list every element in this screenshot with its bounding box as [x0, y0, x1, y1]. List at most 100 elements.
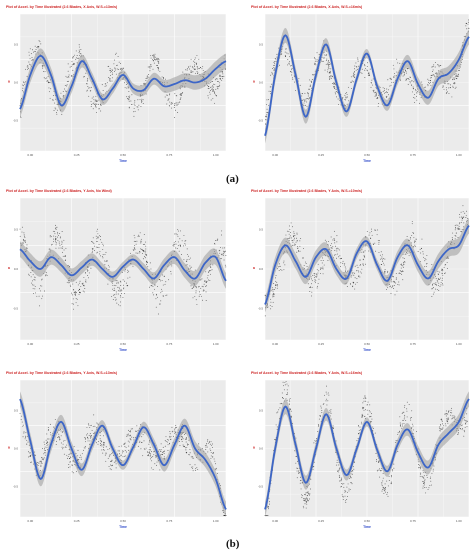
y-axis-label: a — [253, 266, 255, 270]
data-point — [86, 83, 88, 85]
data-point — [308, 88, 310, 90]
data-point — [314, 280, 316, 282]
data-point — [182, 444, 184, 446]
data-point — [94, 245, 96, 247]
data-point — [88, 87, 90, 89]
data-point — [361, 421, 362, 423]
data-point — [305, 497, 307, 499]
data-point — [92, 241, 94, 243]
data-point — [356, 68, 358, 70]
data-point — [328, 65, 330, 67]
data-point — [431, 74, 433, 76]
data-point — [329, 64, 330, 65]
data-point — [62, 431, 64, 433]
data-point — [71, 61, 73, 63]
data-point — [377, 105, 379, 107]
data-point — [137, 445, 139, 447]
data-point — [461, 424, 463, 426]
data-point — [440, 277, 442, 279]
data-point — [354, 76, 356, 78]
data-point — [31, 284, 33, 286]
data-point — [310, 478, 312, 480]
data-point — [421, 247, 422, 249]
data-point — [431, 284, 433, 286]
data-point — [122, 450, 124, 452]
data-point — [208, 86, 210, 88]
data-point — [275, 60, 277, 62]
data-point — [264, 315, 266, 317]
data-point — [182, 245, 184, 247]
data-point — [281, 53, 283, 55]
data-point — [110, 71, 112, 73]
x-tick-label: 0.50 — [120, 519, 126, 523]
data-point — [89, 87, 91, 89]
data-point — [206, 440, 208, 442]
data-point — [326, 71, 328, 73]
data-point — [219, 84, 221, 86]
data-point — [277, 285, 278, 287]
data-point — [344, 94, 346, 96]
data-point — [65, 259, 67, 261]
data-point — [278, 270, 280, 272]
data-point — [117, 282, 119, 284]
data-point — [210, 450, 212, 452]
data-point — [296, 240, 298, 242]
data-point — [327, 61, 329, 63]
data-point — [401, 271, 403, 273]
data-point — [402, 266, 404, 268]
data-point — [134, 104, 136, 106]
data-point — [454, 88, 456, 89]
data-point — [112, 299, 114, 301]
data-point — [432, 288, 434, 290]
data-point — [68, 457, 70, 459]
x-tick-label: 1.00 — [213, 519, 219, 523]
data-point — [147, 451, 149, 453]
data-point — [78, 459, 80, 460]
data-point — [320, 272, 321, 274]
data-point — [29, 48, 31, 50]
data-point — [452, 417, 453, 419]
x-tick-label: 1.00 — [456, 519, 462, 523]
data-point — [361, 414, 363, 416]
data-point — [367, 74, 369, 76]
data-point — [417, 464, 419, 466]
data-point — [412, 232, 414, 233]
data-point — [459, 228, 461, 230]
data-point — [193, 64, 195, 66]
data-point — [361, 268, 363, 270]
data-point — [198, 68, 200, 70]
data-point — [463, 435, 465, 437]
data-point — [209, 448, 211, 450]
data-point — [134, 247, 136, 249]
data-point — [136, 252, 138, 254]
data-point — [275, 284, 277, 286]
data-point — [216, 472, 218, 474]
data-point — [117, 293, 119, 295]
data-point — [105, 251, 107, 253]
data-point — [168, 439, 169, 441]
data-point — [66, 281, 68, 283]
data-point — [295, 244, 297, 246]
data-point — [377, 97, 379, 99]
data-point — [372, 428, 374, 430]
data-point — [88, 277, 89, 279]
data-point — [73, 303, 74, 305]
data-point — [147, 66, 149, 68]
data-point — [76, 55, 78, 56]
data-point — [446, 267, 448, 269]
data-point — [55, 238, 57, 240]
data-point — [42, 459, 44, 461]
data-point — [186, 248, 188, 250]
data-point — [286, 52, 288, 54]
data-point — [290, 69, 292, 71]
data-point — [93, 104, 95, 106]
data-point — [208, 271, 210, 273]
data-point — [297, 247, 299, 249]
data-point — [421, 238, 423, 240]
data-point — [435, 278, 437, 280]
data-point — [457, 431, 459, 433]
data-point — [166, 294, 168, 296]
data-point — [343, 486, 345, 488]
data-point — [286, 383, 288, 385]
data-point — [175, 102, 177, 104]
